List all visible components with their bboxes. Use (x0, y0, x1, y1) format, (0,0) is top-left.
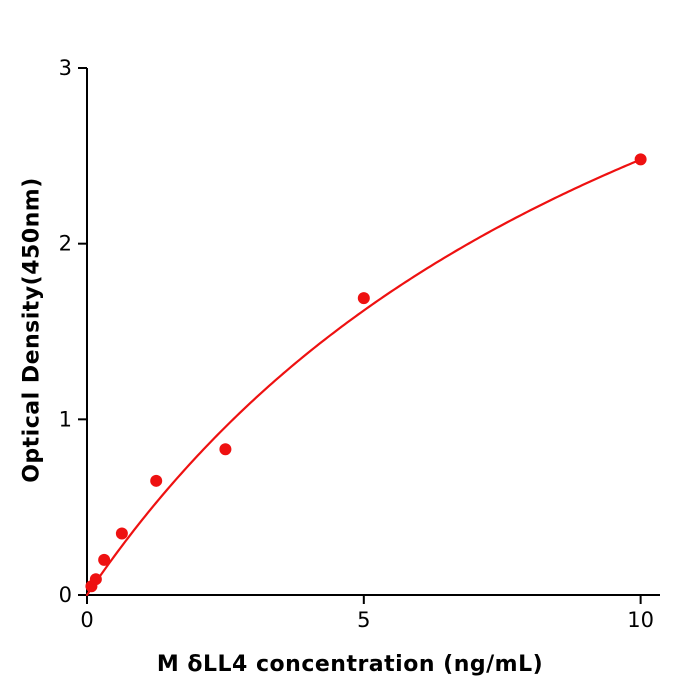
data-point (634, 153, 647, 166)
x-tick-label: 10 (627, 608, 654, 632)
data-point (357, 292, 370, 305)
x-tick-label: 5 (357, 608, 370, 632)
data-point (219, 443, 232, 456)
data-point (98, 553, 111, 566)
x-axis-title: M δLL4 concentration (ng/mL) (156, 652, 544, 677)
y-tick-label: 3 (59, 56, 72, 80)
y-tick-label: 2 (59, 232, 72, 256)
y-axis-title: Optical Density(450nm) (19, 177, 45, 483)
data-point (89, 573, 102, 586)
y-tick-label: 0 (59, 583, 72, 607)
data-point (115, 527, 128, 540)
x-tick-label: 0 (80, 608, 93, 632)
y-tick-label: 1 (59, 407, 72, 431)
fit-curve-line (85, 158, 642, 597)
data-point (150, 474, 163, 487)
